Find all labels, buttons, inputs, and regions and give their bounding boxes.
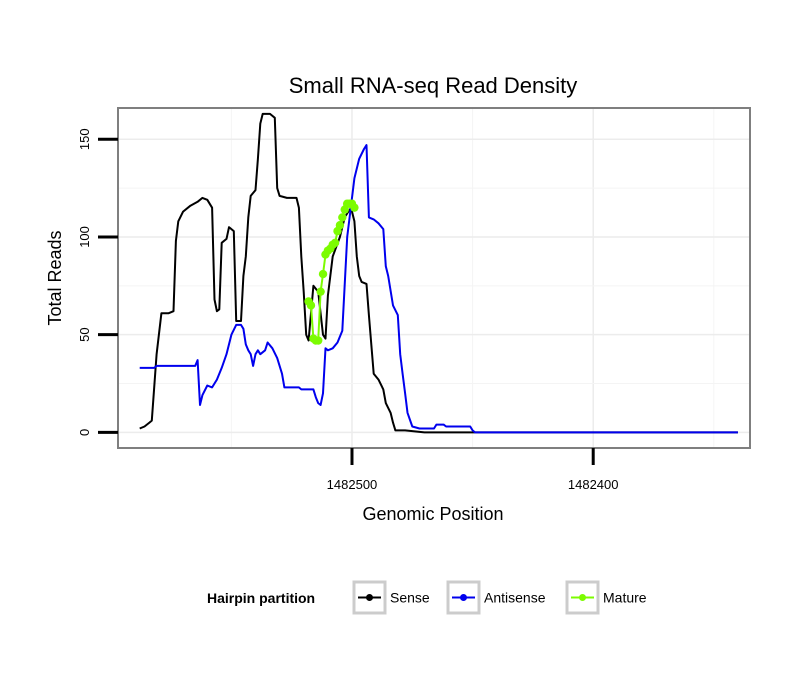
series-line-antisense xyxy=(139,144,738,434)
legend-title: Hairpin partition xyxy=(207,590,315,606)
data-point-mature xyxy=(335,221,345,230)
plot-panel xyxy=(118,108,750,448)
y-tick-label: 100 xyxy=(77,226,92,248)
data-point-mature xyxy=(306,301,316,310)
chart-title: Small RNA-seq Read Density xyxy=(289,73,578,98)
legend: Hairpin partition Sense Antisense Mature xyxy=(207,580,647,615)
data-point-mature xyxy=(350,203,359,212)
y-tick-label: 50 xyxy=(77,327,92,341)
legend-label: Antisense xyxy=(484,590,546,606)
plot-panel-border xyxy=(117,107,751,449)
legend-label: Mature xyxy=(603,590,647,606)
series-sense xyxy=(139,112,738,434)
series-antisense xyxy=(139,144,738,434)
legend-key-point xyxy=(366,594,373,601)
axes: 0 50 100 150 1482500 1482400 xyxy=(77,128,619,492)
legend-entries: Sense Antisense Mature xyxy=(352,580,647,615)
y-tick-label: 150 xyxy=(77,128,92,150)
legend-entry-antisense: Antisense xyxy=(446,580,546,615)
data-point-mature xyxy=(314,336,323,345)
legend-entry-sense: Sense xyxy=(352,580,430,615)
y-axis-label: Total Reads xyxy=(45,230,65,325)
legend-label: Sense xyxy=(390,590,430,606)
data-point-mature xyxy=(338,213,347,222)
legend-entry-mature: Mature xyxy=(565,580,647,615)
x-tick-label: 1482500 xyxy=(327,477,378,492)
series-mature xyxy=(304,199,359,345)
data-point-mature xyxy=(318,269,328,279)
data-point-mature xyxy=(330,238,340,248)
series-line-sense xyxy=(139,112,738,434)
legend-key-point xyxy=(460,594,467,601)
x-tick-label: 1482400 xyxy=(568,477,619,492)
series-layer xyxy=(139,112,738,434)
data-point-mature xyxy=(316,287,325,296)
x-axis-label: Genomic Position xyxy=(362,504,503,524)
legend-key-point xyxy=(579,594,586,601)
y-tick-label: 0 xyxy=(77,429,92,436)
